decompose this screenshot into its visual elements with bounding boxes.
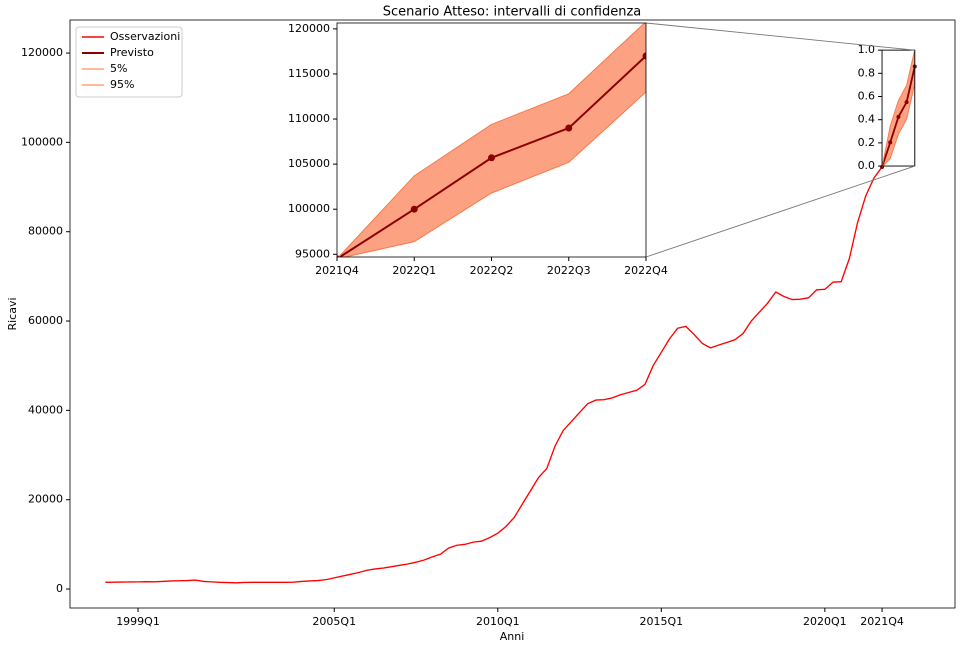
x-tick-label: 2005Q1 bbox=[312, 615, 356, 628]
y-tick-label: 0.0 bbox=[858, 159, 876, 172]
legend-label: 5% bbox=[110, 62, 127, 75]
x-tick-label: 2022Q4 bbox=[624, 264, 668, 277]
band-edge bbox=[881, 49, 916, 168]
x-tick-label: 2010Q1 bbox=[476, 615, 520, 628]
y-tick-label: 0.4 bbox=[858, 113, 876, 126]
y-tick-label: 105000 bbox=[288, 157, 330, 170]
legend-box bbox=[75, 26, 183, 98]
x-tick-label: 2021Q4 bbox=[860, 615, 904, 628]
chart-title: Scenario Atteso: intervalli di confidenz… bbox=[383, 5, 641, 20]
y-tick-label: 110000 bbox=[288, 112, 330, 125]
series-marker bbox=[410, 205, 418, 213]
y-tick-label: 0 bbox=[56, 582, 63, 595]
y-tick-label: 120000 bbox=[21, 46, 63, 59]
axes-frame bbox=[881, 49, 916, 167]
y-tick-label: 0.6 bbox=[858, 90, 876, 103]
band-edge bbox=[881, 84, 916, 168]
y-tick-label: 120000 bbox=[288, 22, 330, 35]
connector bbox=[645, 165, 915, 258]
y-tick-label: 0.8 bbox=[858, 66, 876, 79]
legend-label: Osservazioni bbox=[110, 30, 180, 43]
y-tick-label: 80000 bbox=[28, 225, 63, 238]
y-tick-label: 100000 bbox=[21, 135, 63, 148]
y-tick-label: 60000 bbox=[28, 314, 63, 327]
confidence-band bbox=[338, 23, 646, 257]
series-marker bbox=[896, 114, 901, 119]
series-line bbox=[105, 166, 883, 584]
x-tick-label: 2020Q1 bbox=[803, 615, 847, 628]
legend-label: 95% bbox=[110, 78, 134, 91]
series-marker bbox=[488, 154, 495, 162]
axes-frame bbox=[69, 19, 956, 609]
plot-area bbox=[105, 49, 917, 584]
series-marker bbox=[904, 100, 909, 105]
x-tick-label: 1999Q1 bbox=[116, 615, 160, 628]
confidence-band bbox=[882, 49, 915, 167]
band-edge bbox=[337, 23, 646, 257]
legend-label: Previsto bbox=[110, 46, 154, 59]
x-tick-label: 2022Q3 bbox=[547, 264, 591, 277]
legend: Osservazioni Previsto 5% 95% bbox=[75, 26, 183, 98]
y-axis-label: Ricavi bbox=[6, 297, 19, 330]
plot-area bbox=[337, 23, 646, 257]
x-tick-label: 2015Q1 bbox=[639, 615, 683, 628]
series-marker bbox=[642, 52, 646, 60]
series-marker bbox=[565, 124, 573, 132]
y-tick-label: 95000 bbox=[295, 247, 330, 260]
x-tick-label: 2022Q1 bbox=[392, 264, 436, 277]
axes-frame bbox=[336, 22, 647, 258]
y-tick-label: 1.0 bbox=[858, 43, 876, 56]
y-tick-label: 20000 bbox=[28, 493, 63, 506]
x-axis-label: Anni bbox=[500, 630, 525, 643]
y-tick-label: 100000 bbox=[288, 202, 330, 215]
connector bbox=[645, 22, 915, 51]
series-marker bbox=[888, 140, 893, 145]
x-tick-label: 2021Q4 bbox=[315, 264, 359, 277]
y-tick-label: 40000 bbox=[28, 403, 63, 416]
y-tick-label: 115000 bbox=[288, 67, 330, 80]
y-tick-label: 0.2 bbox=[858, 136, 876, 149]
band-edge bbox=[342, 91, 646, 257]
x-tick-label: 2022Q2 bbox=[470, 264, 514, 277]
